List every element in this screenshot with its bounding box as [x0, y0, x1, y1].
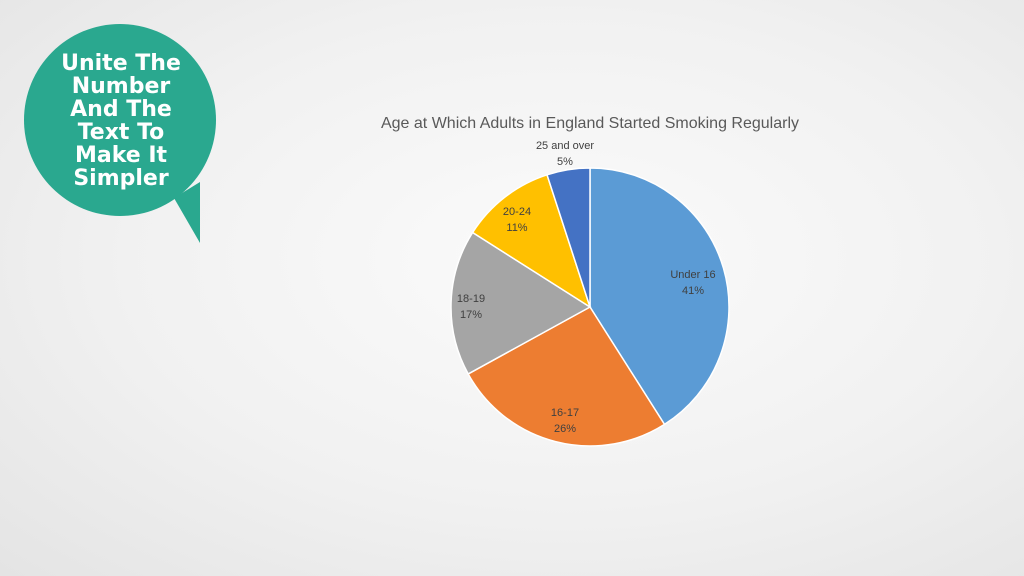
speech-bubble-shape	[24, 24, 216, 243]
callout-line: Unite The	[61, 51, 181, 76]
slice-category-label: 20-24	[503, 206, 531, 218]
callout-line: And The	[70, 97, 172, 122]
pie-slice-20-24	[471, 173, 592, 309]
slice-category-label: 25 and over	[536, 140, 594, 152]
slice-value-label: 41%	[682, 285, 704, 297]
slice-value-label: 26%	[554, 423, 576, 435]
slice-value-label: 17%	[460, 309, 482, 321]
callout-line: Number	[71, 74, 171, 99]
slice-value-label: 11%	[506, 222, 527, 234]
pie-slice-16-17	[467, 306, 666, 447]
slice-value-label: 5%	[557, 156, 573, 168]
pie-slice-18-19	[450, 231, 592, 375]
slice-category-label: 16-17	[551, 407, 579, 419]
speech-bubble: Unite The Number And The Text To Make It…	[24, 22, 224, 244]
chart-title: Age at Which Adults in England Started S…	[381, 115, 799, 132]
callout-line: Simpler	[73, 166, 169, 191]
slice-category-label: Under 16	[670, 269, 715, 281]
callout-text: Unite The Number And The Text To Make It…	[44, 52, 198, 190]
callout-line: Make It	[74, 143, 168, 168]
slice-category-label: 18-19	[457, 293, 485, 305]
pie-slice-25-and-over	[546, 167, 591, 308]
pie-slice-under-16	[589, 167, 730, 426]
callout-line: Text To	[77, 120, 165, 145]
